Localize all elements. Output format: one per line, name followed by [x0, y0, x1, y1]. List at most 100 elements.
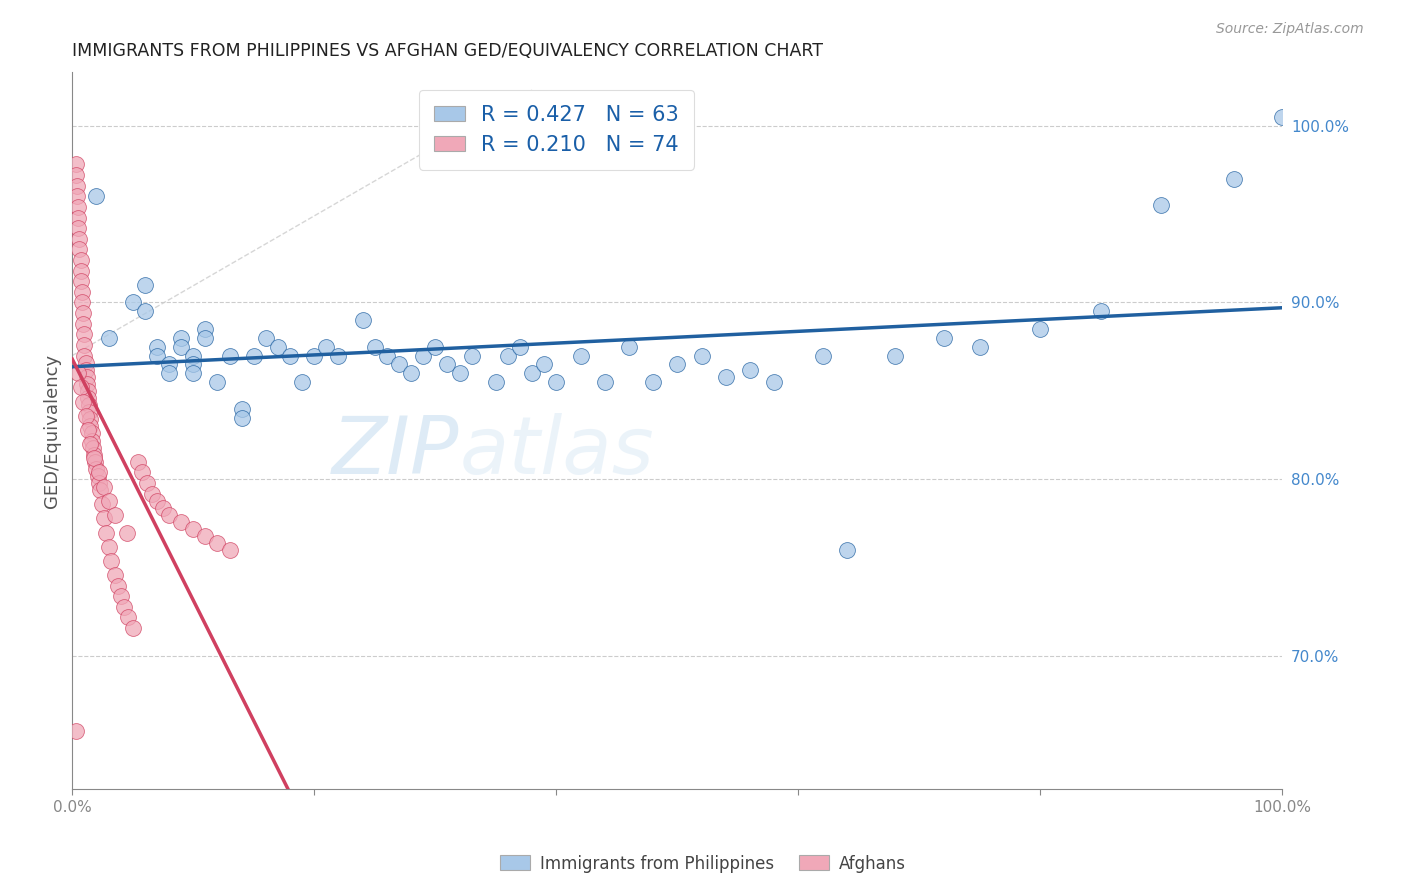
Point — [70, 285, 93, 299]
Point — [77, 398, 100, 412]
Point — [254, 331, 277, 345]
Point — [436, 358, 458, 372]
Point — [460, 349, 482, 363]
Point — [115, 525, 138, 540]
Point — [65, 168, 87, 182]
Point — [112, 599, 135, 614]
Point — [1029, 322, 1052, 336]
Point — [181, 349, 204, 363]
Point — [218, 349, 240, 363]
Point — [231, 401, 253, 416]
Point — [1150, 198, 1173, 212]
Point — [1090, 304, 1112, 318]
Point — [375, 349, 398, 363]
Point — [73, 338, 96, 352]
Point — [643, 375, 665, 389]
Point — [75, 356, 97, 370]
Point — [75, 409, 97, 423]
Point — [77, 423, 100, 437]
Point — [496, 349, 519, 363]
Point — [304, 349, 326, 363]
Point — [67, 366, 90, 380]
Point — [449, 366, 471, 380]
Point — [207, 536, 229, 550]
Point — [79, 419, 101, 434]
Point — [77, 391, 100, 405]
Point — [146, 349, 169, 363]
Point — [91, 497, 114, 511]
Point — [690, 349, 713, 363]
Point — [86, 462, 108, 476]
Point — [69, 274, 91, 288]
Point — [136, 475, 159, 490]
Point — [87, 466, 110, 480]
Point — [328, 349, 350, 363]
Legend: R = 0.427   N = 63, R = 0.210   N = 74: R = 0.427 N = 63, R = 0.210 N = 74 — [419, 90, 693, 169]
Point — [79, 437, 101, 451]
Point — [666, 358, 689, 372]
Point — [107, 579, 129, 593]
Point — [104, 508, 127, 522]
Point — [67, 211, 90, 225]
Point — [72, 317, 94, 331]
Point — [100, 554, 122, 568]
Point — [763, 375, 786, 389]
Point — [69, 252, 91, 267]
Point — [83, 448, 105, 462]
Point — [170, 331, 193, 345]
Point — [69, 263, 91, 277]
Point — [80, 426, 103, 441]
Point — [93, 479, 115, 493]
Point — [546, 375, 568, 389]
Point — [152, 500, 174, 515]
Point — [569, 349, 592, 363]
Point — [278, 349, 301, 363]
Point — [86, 469, 108, 483]
Point — [157, 366, 180, 380]
Point — [67, 200, 90, 214]
Point — [110, 589, 132, 603]
Point — [87, 475, 110, 490]
Point — [69, 243, 91, 257]
Point — [97, 331, 120, 345]
Point — [388, 358, 411, 372]
Point — [291, 375, 314, 389]
Point — [194, 529, 217, 543]
Point — [141, 486, 163, 500]
Point — [520, 366, 543, 380]
Point — [231, 410, 253, 425]
Point — [969, 340, 991, 354]
Point — [72, 394, 94, 409]
Point — [425, 340, 447, 354]
Point — [131, 466, 153, 480]
Point — [412, 349, 434, 363]
Point — [94, 525, 117, 540]
Point — [66, 178, 89, 193]
Point — [207, 375, 229, 389]
Point — [80, 434, 103, 448]
Point — [146, 493, 169, 508]
Text: IMMIGRANTS FROM PHILIPPINES VS AFGHAN GED/EQUIVALENCY CORRELATION CHART: IMMIGRANTS FROM PHILIPPINES VS AFGHAN GE… — [72, 42, 824, 60]
Point — [884, 349, 907, 363]
Point — [127, 455, 149, 469]
Point — [65, 723, 87, 738]
Text: atlas: atlas — [460, 413, 654, 491]
Point — [84, 455, 107, 469]
Point — [70, 295, 93, 310]
Point — [121, 621, 143, 635]
Point — [267, 340, 290, 354]
Point — [835, 543, 858, 558]
Point — [170, 515, 193, 529]
Point — [73, 349, 96, 363]
Point — [82, 441, 104, 455]
Point — [77, 405, 100, 419]
Point — [364, 340, 387, 354]
Point — [104, 568, 127, 582]
Point — [72, 306, 94, 320]
Point — [533, 358, 555, 372]
Point — [76, 369, 98, 384]
Point — [89, 483, 111, 497]
Point — [121, 295, 143, 310]
Point — [76, 376, 98, 391]
Point — [242, 349, 264, 363]
